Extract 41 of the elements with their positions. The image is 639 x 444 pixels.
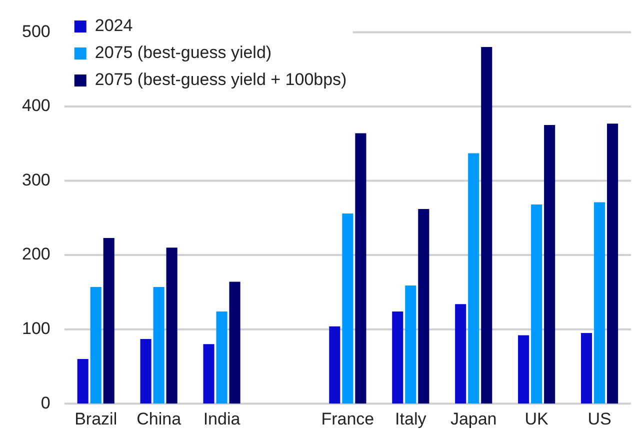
bar xyxy=(329,326,340,404)
bar xyxy=(103,238,114,404)
x-tick-label: UK xyxy=(524,409,550,428)
x-tick-label: Japan xyxy=(450,409,497,428)
y-tick-label: 400 xyxy=(22,96,50,116)
bar xyxy=(518,335,530,404)
legend-label: 2024 xyxy=(94,16,133,36)
x-tick-label: India xyxy=(203,409,241,428)
bar xyxy=(216,311,228,404)
bar xyxy=(140,338,152,404)
x-tick-label: Italy xyxy=(395,409,427,428)
y-tick-label: 300 xyxy=(22,170,50,190)
bar xyxy=(90,286,102,404)
y-tick-label: 100 xyxy=(22,319,50,338)
bar xyxy=(77,359,88,404)
x-tick-label: China xyxy=(136,409,182,428)
bar xyxy=(481,47,492,404)
bar xyxy=(342,213,354,404)
bar xyxy=(153,286,164,404)
bar xyxy=(544,125,556,404)
x-tick-label: Brazil xyxy=(74,409,118,428)
bar xyxy=(607,124,618,404)
bar xyxy=(594,202,606,404)
y-tick-label: 500 xyxy=(22,22,50,41)
bar xyxy=(355,133,366,404)
legend-label: 2075 (best-guess yield) xyxy=(94,43,272,62)
y-tick-label: 0 xyxy=(40,393,50,412)
bar xyxy=(531,204,542,404)
x-tick-label: US xyxy=(588,409,612,428)
bar xyxy=(580,333,592,404)
bar xyxy=(166,248,178,404)
bar xyxy=(405,285,416,404)
bar xyxy=(455,304,466,404)
bar xyxy=(468,153,480,404)
bar xyxy=(203,344,214,404)
bar xyxy=(418,208,430,404)
bar xyxy=(229,282,240,404)
y-tick-label: 200 xyxy=(22,244,50,264)
legend-label: 2075 (best-guess yield + 100bps) xyxy=(94,70,347,90)
bar xyxy=(392,311,404,404)
x-tick-label: France xyxy=(321,409,374,428)
